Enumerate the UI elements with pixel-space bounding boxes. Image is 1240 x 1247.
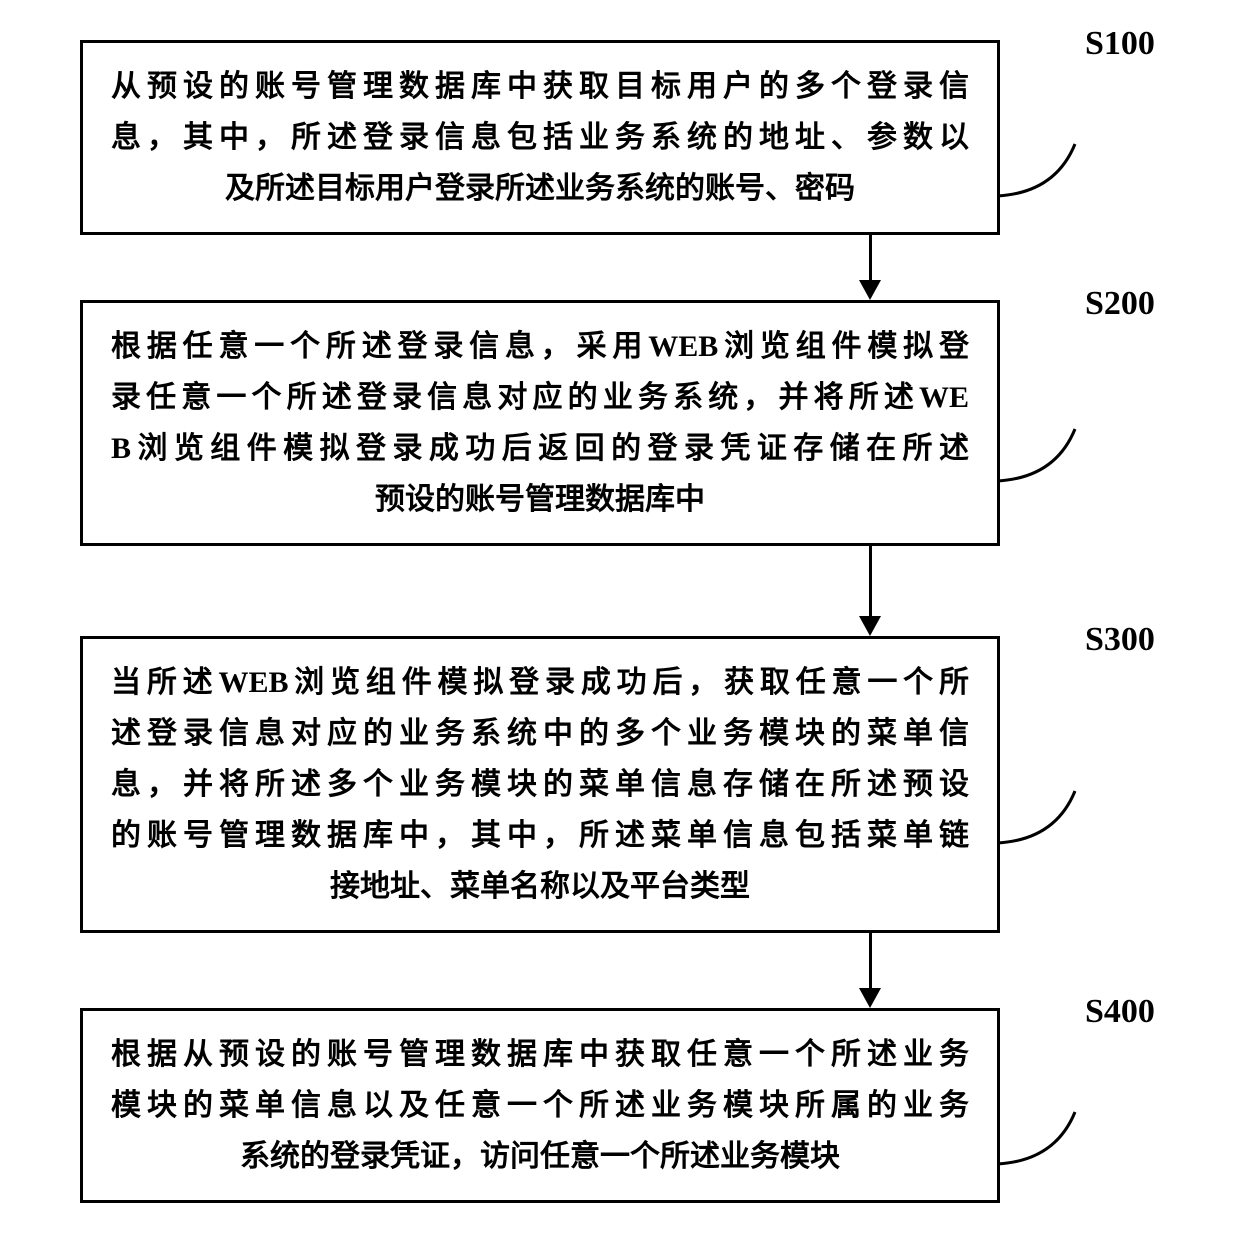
step-text-line: 模块的菜单信息以及任意一个所述业务模块所属的业务 <box>111 1089 969 1122</box>
step-text-line: 接地址、菜单名称以及平台类型 <box>111 861 969 912</box>
step-text-line: B浏览组件模拟登录成功后返回的登录凭证存储在所述 <box>111 432 969 465</box>
connector-curve-s400 <box>995 1106 1085 1166</box>
step-text-line: 录任意一个所述登录信息对应的业务系统，并将所述WE <box>111 381 969 414</box>
step-box-s100: 从预设的账号管理数据库中获取目标用户的多个登录信 息，其中，所述登录信息包括业务… <box>80 40 1000 235</box>
arrow-s100-s200 <box>859 235 881 300</box>
step-row-s400: 根据从预设的账号管理数据库中获取任意一个所述业务 模块的菜单信息以及任意一个所述… <box>20 1008 1220 1203</box>
step-text-line: 根据任意一个所述登录信息，采用WEB浏览组件模拟登 <box>111 330 969 363</box>
step-box-s200: 根据任意一个所述登录信息，采用WEB浏览组件模拟登 录任意一个所述登录信息对应的… <box>80 300 1000 546</box>
step-text-line: 述登录信息对应的业务系统中的多个业务模块的菜单信 <box>111 717 969 750</box>
step-label-s400: S400 <box>1085 993 1155 1031</box>
step-text-line: 系统的登录凭证，访问任意一个所述业务模块 <box>111 1131 969 1182</box>
step-box-s300: 当所述WEB浏览组件模拟登录成功后，获取任意一个所 述登录信息对应的业务系统中的… <box>80 636 1000 933</box>
step-text-line: 从预设的账号管理数据库中获取目标用户的多个登录信 <box>111 70 969 103</box>
step-row-s200: 根据任意一个所述登录信息，采用WEB浏览组件模拟登 录任意一个所述登录信息对应的… <box>20 300 1220 546</box>
step-row-s300: 当所述WEB浏览组件模拟登录成功后，获取任意一个所 述登录信息对应的业务系统中的… <box>20 636 1220 933</box>
step-label-s300: S300 <box>1085 621 1155 659</box>
step-text-line: 及所述目标用户登录所述业务系统的账号、密码 <box>111 163 969 214</box>
step-text-line: 息，其中，所述登录信息包括业务系统的地址、参数以 <box>111 121 969 154</box>
step-label-s200: S200 <box>1085 285 1155 323</box>
arrow-s200-s300 <box>859 546 881 636</box>
arrow-s300-s400 <box>859 933 881 1008</box>
step-box-s400: 根据从预设的账号管理数据库中获取任意一个所述业务 模块的菜单信息以及任意一个所述… <box>80 1008 1000 1203</box>
step-text-line: 当所述WEB浏览组件模拟登录成功后，获取任意一个所 <box>111 666 969 699</box>
step-text-line: 息，并将所述多个业务模块的菜单信息存储在所述预设 <box>111 768 969 801</box>
connector-curve-s100 <box>995 138 1085 198</box>
step-text-line: 预设的账号管理数据库中 <box>111 474 969 525</box>
connector-curve-s200 <box>995 423 1085 483</box>
flowchart-container: 从预设的账号管理数据库中获取目标用户的多个登录信 息，其中，所述登录信息包括业务… <box>20 40 1220 1203</box>
step-text-line: 根据从预设的账号管理数据库中获取任意一个所述业务 <box>111 1038 969 1071</box>
connector-curve-s300 <box>995 785 1085 845</box>
step-label-s100: S100 <box>1085 25 1155 63</box>
step-row-s100: 从预设的账号管理数据库中获取目标用户的多个登录信 息，其中，所述登录信息包括业务… <box>20 40 1220 235</box>
step-text-line: 的账号管理数据库中，其中，所述菜单信息包括菜单链 <box>111 819 969 852</box>
